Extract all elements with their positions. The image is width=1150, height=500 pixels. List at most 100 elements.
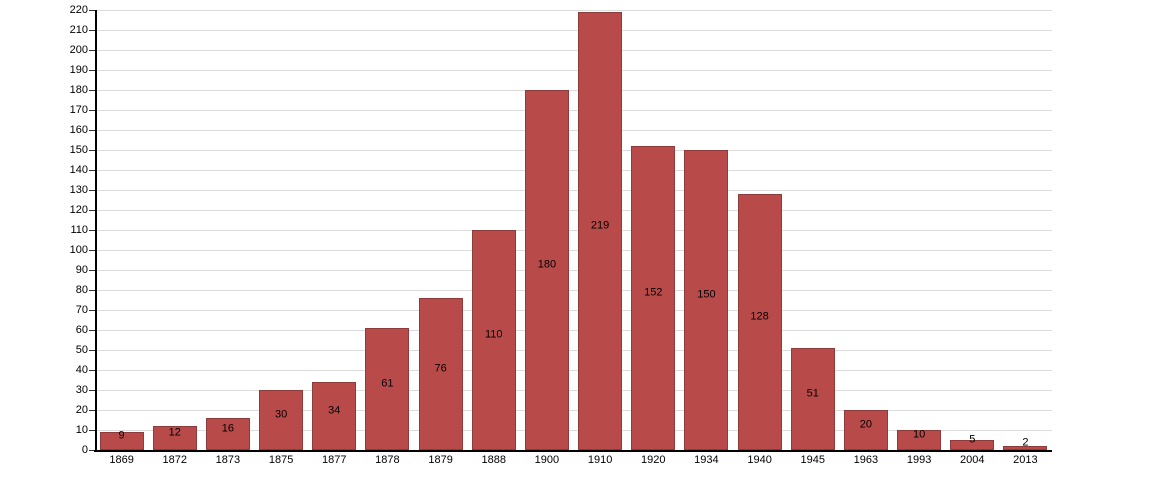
- y-gridline: [95, 230, 1052, 231]
- x-axis-tick-label: 1877: [322, 454, 347, 466]
- bar-value-label: 61: [381, 377, 394, 390]
- bar: [843, 410, 888, 450]
- bar-value-label: 150: [697, 288, 716, 301]
- y-gridline: [95, 390, 1052, 391]
- bar-value-label: 110: [484, 328, 503, 341]
- y-axis-tick-label: 50: [75, 344, 88, 356]
- bar: [365, 328, 410, 450]
- y-axis-tick-label: 40: [75, 364, 88, 376]
- y-gridline: [95, 170, 1052, 171]
- y-axis-tick: [89, 450, 95, 451]
- x-axis-tick-label: 1873: [215, 454, 241, 466]
- bar-value-label: 5: [969, 433, 976, 446]
- bar: [418, 298, 463, 450]
- bar-value-label: 12: [168, 426, 181, 439]
- y-axis-tick: [89, 410, 95, 411]
- y-axis-tick-label: 130: [69, 184, 88, 196]
- y-axis-tick: [89, 310, 95, 311]
- bar-value-label: 2: [1022, 436, 1029, 449]
- bar: [737, 194, 782, 450]
- y-axis-tick-label: 220: [69, 4, 88, 16]
- bar-value-label: 30: [274, 408, 288, 421]
- y-axis-tick: [89, 30, 95, 31]
- x-axis-tick-label: 1910: [587, 454, 613, 466]
- bar: [578, 12, 623, 450]
- y-gridline: [95, 130, 1052, 131]
- x-axis-tick-label: 1878: [375, 454, 400, 466]
- bar: [897, 430, 942, 450]
- bar: [471, 230, 516, 450]
- bar: [1003, 446, 1048, 450]
- y-axis-tick: [89, 50, 95, 51]
- y-axis-tick-label: 140: [69, 164, 88, 176]
- x-axis-tick-label: 1940: [747, 454, 772, 466]
- bar-value-label: 180: [537, 258, 557, 271]
- bar: [99, 432, 144, 450]
- x-axis-tick-label: 1920: [641, 454, 666, 466]
- bar-value-label: 128: [750, 310, 769, 323]
- y-axis-tick: [89, 170, 95, 171]
- y-gridline: [95, 150, 1052, 151]
- bar: [524, 90, 569, 450]
- x-axis-tick-label: 1900: [534, 454, 560, 466]
- y-axis-tick: [89, 350, 95, 351]
- y-axis-tick: [89, 250, 95, 251]
- y-axis-tick-label: 90: [75, 264, 88, 276]
- y-gridline: [95, 410, 1052, 411]
- y-axis-tick-label: 0: [81, 444, 88, 456]
- y-axis-tick-label: 30: [75, 384, 88, 396]
- x-axis-line: [94, 450, 1052, 452]
- x-axis-tick-label: 1934: [694, 454, 719, 466]
- bar: [152, 426, 197, 450]
- y-gridline: [95, 70, 1052, 71]
- y-gridline: [95, 290, 1052, 291]
- y-gridline: [95, 110, 1052, 111]
- x-axis-tick-label: 1993: [906, 454, 932, 466]
- x-axis-tick-label: 1875: [268, 454, 294, 466]
- bar: [259, 390, 304, 450]
- y-axis-tick: [89, 330, 95, 331]
- y-axis-tick: [89, 370, 95, 371]
- y-gridline: [95, 370, 1052, 371]
- y-axis-tick: [89, 190, 95, 191]
- x-axis-tick-label: 1888: [481, 454, 506, 466]
- y-axis-tick-label: 100: [69, 244, 88, 256]
- y-gridline: [95, 270, 1052, 271]
- x-axis-tick-label: 1872: [162, 454, 187, 466]
- x-axis-tick-label: 1869: [109, 454, 134, 466]
- y-axis-tick-label: 210: [69, 24, 88, 36]
- bar-value-label: 76: [434, 362, 447, 375]
- y-axis-tick: [89, 70, 95, 71]
- x-axis-tick-label: 2013: [1013, 454, 1038, 466]
- bar: [684, 150, 729, 450]
- y-axis-tick: [89, 230, 95, 231]
- y-gridline: [95, 10, 1052, 11]
- y-axis-tick: [89, 210, 95, 211]
- y-axis-tick: [89, 10, 95, 11]
- y-axis-tick: [89, 290, 95, 291]
- y-gridline: [95, 50, 1052, 51]
- bar-value-label: 16: [221, 422, 235, 435]
- y-axis-tick: [89, 150, 95, 151]
- y-gridline: [95, 350, 1052, 351]
- y-gridline: [95, 190, 1052, 191]
- y-axis-tick-label: 60: [75, 324, 88, 336]
- x-axis-tick-label: 1879: [428, 454, 453, 466]
- y-axis-tick: [89, 430, 95, 431]
- y-axis-tick-label: 110: [70, 224, 88, 236]
- y-gridline: [95, 30, 1052, 31]
- y-axis-tick: [89, 390, 95, 391]
- bar: [205, 418, 250, 450]
- y-axis-tick: [89, 110, 95, 111]
- bar-value-label: 20: [859, 418, 873, 431]
- y-axis-tick-label: 20: [75, 404, 88, 416]
- x-axis-tick-label: 2004: [960, 454, 985, 466]
- bar-value-label: 219: [590, 219, 610, 232]
- y-axis-tick: [89, 130, 95, 131]
- bar: [312, 382, 357, 450]
- bar: [950, 440, 995, 450]
- y-axis-tick: [89, 270, 95, 271]
- bar-value-label: 10: [912, 428, 926, 441]
- y-gridline: [95, 430, 1052, 431]
